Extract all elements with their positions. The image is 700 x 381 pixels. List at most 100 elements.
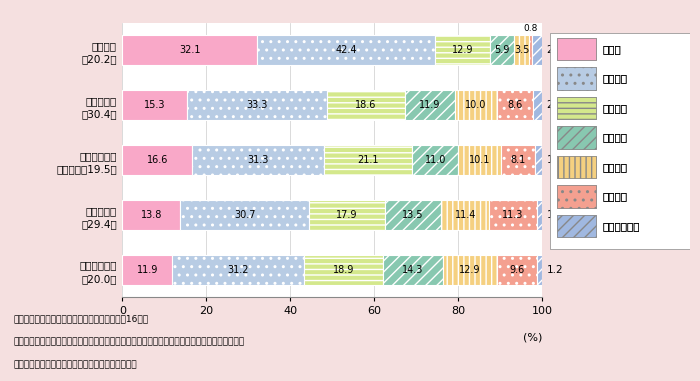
FancyBboxPatch shape [550, 33, 690, 249]
Text: 13.5: 13.5 [402, 210, 423, 220]
Text: 21.1: 21.1 [357, 155, 379, 165]
Text: 要支援: 要支援 [603, 44, 622, 54]
Text: 8.6: 8.6 [508, 100, 522, 110]
Bar [538, 255, 542, 285]
Text: 要介護度不詳: 要介護度不詳 [603, 221, 641, 231]
Text: 10.1: 10.1 [469, 155, 491, 165]
Text: 33.3: 33.3 [246, 100, 267, 110]
Bar [384, 200, 441, 230]
Text: 要介護度不詳: 要介護度不詳 [603, 221, 641, 231]
Text: 要介護１: 要介護１ [603, 73, 628, 83]
Bar [122, 200, 181, 230]
FancyBboxPatch shape [556, 185, 596, 208]
Bar [122, 35, 258, 66]
Text: 11.9: 11.9 [419, 100, 440, 110]
Bar [497, 90, 533, 120]
Bar [458, 145, 501, 175]
Bar [501, 145, 535, 175]
Text: 11.0: 11.0 [425, 155, 446, 165]
Bar [412, 145, 458, 175]
Text: 32.1: 32.1 [179, 45, 201, 55]
Bar [489, 200, 537, 230]
Bar [258, 35, 435, 66]
Bar [309, 200, 384, 230]
Text: 要介護５: 要介護５ [603, 191, 628, 202]
Text: 42.4: 42.4 [335, 45, 357, 55]
FancyBboxPatch shape [556, 185, 596, 208]
Text: 30.7: 30.7 [234, 210, 255, 220]
Text: 要介護３: 要介護３ [603, 132, 628, 142]
Text: 1.2: 1.2 [547, 265, 564, 275]
Bar [122, 90, 187, 120]
Bar [514, 35, 529, 66]
Bar [122, 255, 172, 285]
Bar [122, 145, 192, 175]
Text: 31.2: 31.2 [228, 265, 248, 275]
Text: 要介護２: 要介護２ [603, 103, 628, 113]
Bar [455, 90, 497, 120]
Bar [172, 255, 304, 285]
Text: 15.3: 15.3 [144, 100, 165, 110]
Text: 11.3: 11.3 [502, 210, 524, 220]
FancyBboxPatch shape [556, 156, 596, 178]
Bar [435, 35, 489, 66]
FancyBboxPatch shape [556, 38, 596, 60]
Bar [533, 35, 542, 66]
Bar [181, 200, 309, 230]
Text: （注２）（　）内の数値は世帯総数に占める割合。: （注２）（ ）内の数値は世帯総数に占める割合。 [14, 360, 138, 369]
Bar [497, 255, 538, 285]
Bar [405, 90, 455, 120]
Text: 1.8: 1.8 [547, 155, 564, 165]
FancyBboxPatch shape [556, 156, 596, 178]
Text: 16.6: 16.6 [147, 155, 168, 165]
Text: 12.9: 12.9 [452, 45, 473, 55]
Bar [533, 90, 542, 120]
Text: (%): (%) [523, 333, 542, 343]
Text: 13.8: 13.8 [141, 210, 162, 220]
FancyBboxPatch shape [556, 38, 596, 60]
Text: 1.4: 1.4 [547, 210, 564, 220]
FancyBboxPatch shape [556, 215, 596, 237]
Text: 資料：厚生労働省「国民生活基礎調査」（平成16年）: 資料：厚生労働省「国民生活基礎調査」（平成16年） [14, 314, 149, 323]
Text: 18.9: 18.9 [332, 265, 354, 275]
Text: 18.6: 18.6 [355, 100, 377, 110]
Bar [529, 35, 533, 66]
Text: 要介護４: 要介護４ [603, 162, 628, 172]
FancyBboxPatch shape [556, 97, 596, 119]
Text: 9.6: 9.6 [510, 265, 525, 275]
FancyBboxPatch shape [556, 67, 596, 90]
Bar [327, 90, 405, 120]
Text: 要介護３: 要介護３ [603, 132, 628, 142]
Text: 31.3: 31.3 [247, 155, 269, 165]
Text: 3.5: 3.5 [514, 45, 529, 55]
Text: 2.4: 2.4 [547, 45, 564, 55]
Text: 要介護２: 要介護２ [603, 103, 628, 113]
Bar [537, 200, 542, 230]
Text: 11.9: 11.9 [136, 265, 158, 275]
Bar [441, 200, 489, 230]
Text: 11.4: 11.4 [454, 210, 476, 220]
Text: 要支援: 要支援 [603, 44, 622, 54]
Text: 14.3: 14.3 [402, 265, 423, 275]
Text: 10.0: 10.0 [465, 100, 486, 110]
Text: 要介護５: 要介護５ [603, 191, 628, 202]
Text: 12.9: 12.9 [459, 265, 481, 275]
Bar [443, 255, 497, 285]
Text: 5.9: 5.9 [494, 45, 510, 55]
Text: 2.3: 2.3 [547, 100, 564, 110]
Bar [535, 145, 542, 175]
Bar [304, 255, 383, 285]
Bar [193, 145, 323, 175]
Bar [489, 35, 514, 66]
Text: 8.1: 8.1 [510, 155, 526, 165]
Text: 要介護４: 要介護４ [603, 162, 628, 172]
Text: （注１）世帯に複数の要介護者等がいる場合は、要介護の程度が高い者のいる世帯に計上した。: （注１）世帯に複数の要介護者等がいる場合は、要介護の程度が高い者のいる世帯に計上… [14, 337, 245, 346]
FancyBboxPatch shape [556, 126, 596, 149]
Bar [383, 255, 443, 285]
FancyBboxPatch shape [556, 67, 596, 90]
FancyBboxPatch shape [556, 215, 596, 237]
Bar [187, 90, 327, 120]
Bar [323, 145, 412, 175]
Text: 0.8: 0.8 [524, 24, 538, 33]
FancyBboxPatch shape [556, 126, 596, 149]
